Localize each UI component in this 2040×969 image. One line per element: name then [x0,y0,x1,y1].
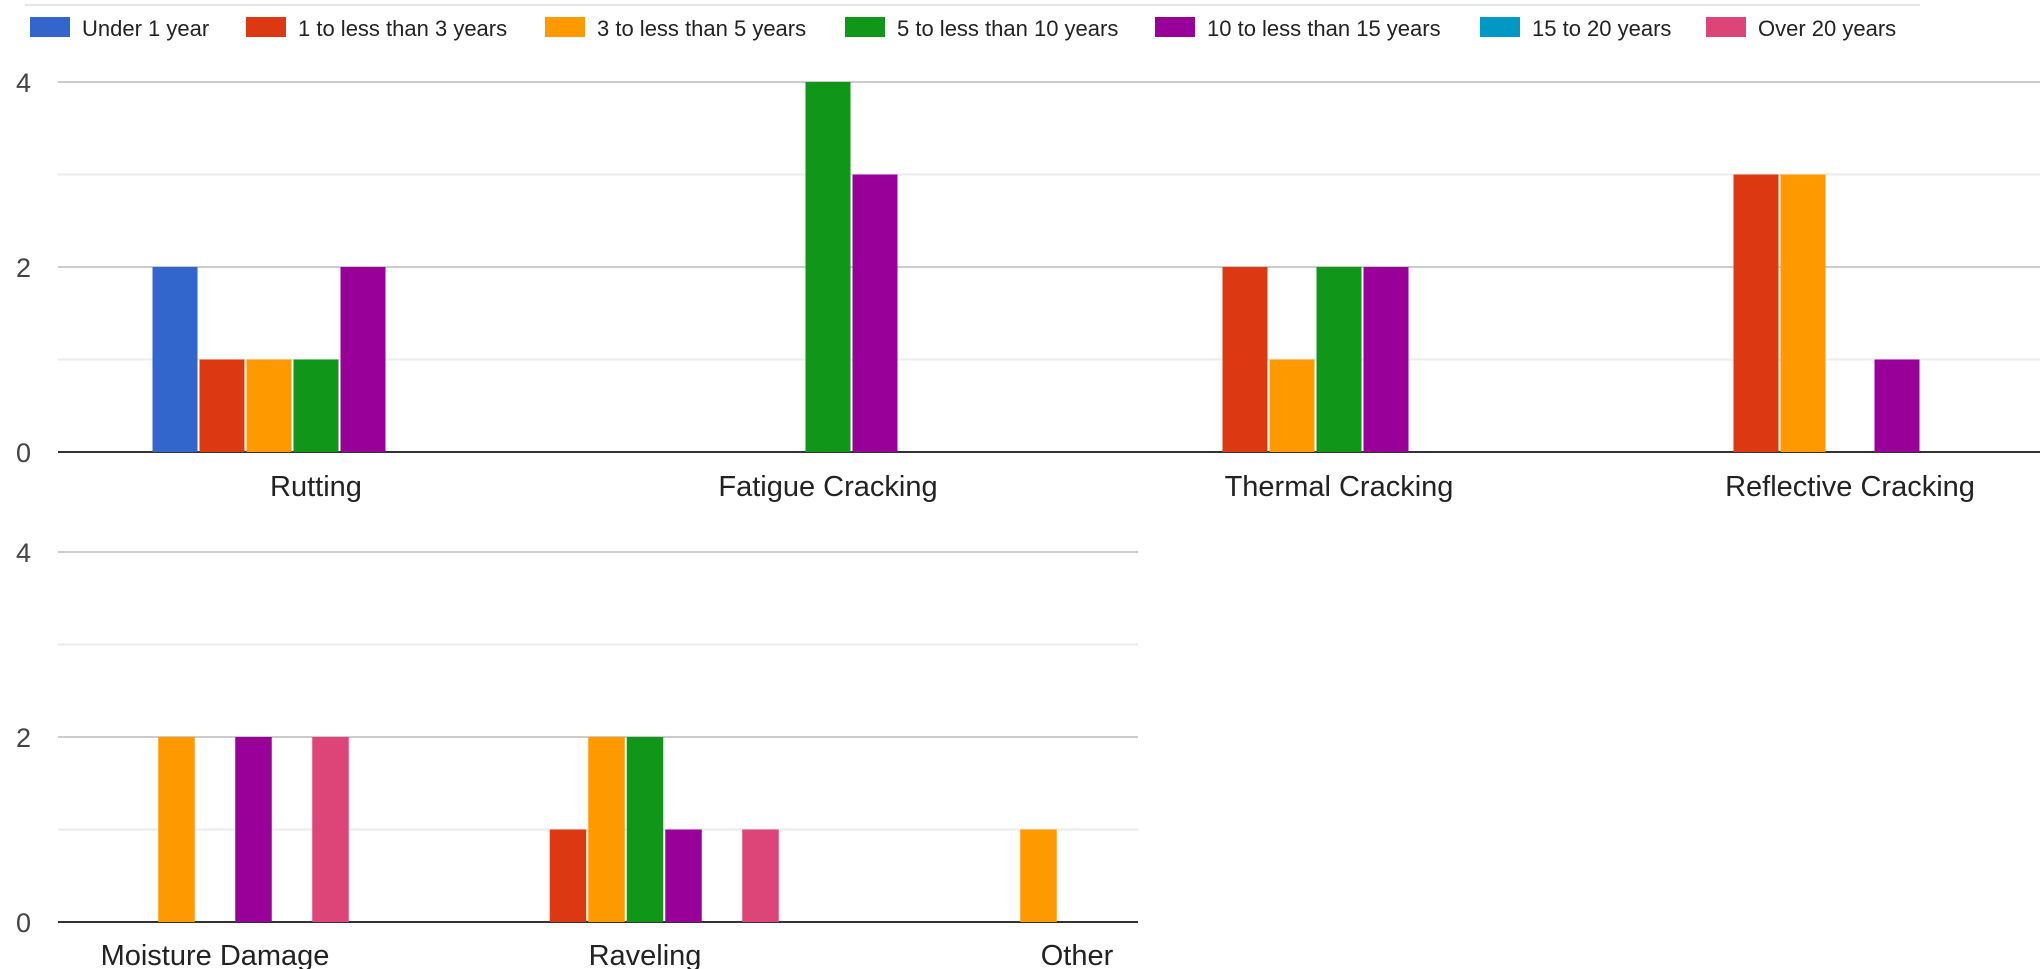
bar-raveling-1-to-less-than-3-years [549,829,587,922]
bar-thermal-cracking-10-to-less-than-15-years [1363,267,1409,452]
legend-label: 3 to less than 5 years [597,16,806,41]
legend-label: 10 to less than 15 years [1207,16,1441,41]
category-label-thermal-cracking: Thermal Cracking [1225,471,1454,503]
legend-swatch [30,17,70,37]
category-label-moisture-damage: Moisture Damage [101,940,330,969]
bar-reflective-cracking-10-to-less-than-15-years [1874,359,1920,452]
legend-swatch [246,17,286,37]
chart-legend: Under 1 year 1 to less than 3 years 3 to l… [30,16,1896,41]
legend-label: 1 to less than 3 years [298,16,507,41]
bar-other-3-to-less-than-5-years [1020,829,1057,922]
bar-rutting-1-to-less-than-3-years [199,359,245,452]
legend-item-under-1-year: Under 1 year [30,16,209,41]
category-label-fatigue-cracking: Fatigue Cracking [718,471,937,503]
bar-rutting-10-to-less-than-15-years [340,267,386,452]
legend-item-1-to-less-than-3-years: 1 to less than 3 years [246,16,507,41]
legend-label: Over 20 years [1758,16,1896,41]
bar-raveling-10-to-less-than-15-years [665,829,702,922]
chart-row-top: 0 2 4 Rutting Fatigue Cracking Thermal Cracki… [16,68,2040,503]
bar-fatigue-cracking-10-to-less-than-15-years [852,174,898,452]
category-label-rutting: Rutting [270,471,362,503]
y-tick-label: 4 [16,538,31,568]
category-label-raveling: Raveling [589,940,702,969]
bar-thermal-cracking-3-to-less-than-5-years [1269,359,1315,452]
bar-thermal-cracking-1-to-less-than-3-years [1222,267,1268,452]
legend-swatch [1706,17,1746,37]
bar-raveling-5-to-less-than-10-years [626,737,664,922]
legend-label: 15 to 20 years [1532,16,1671,41]
bar-moisture-damage-over-20-years [312,737,349,922]
legend-swatch [545,17,585,37]
legend-swatch [1155,17,1195,37]
category-label-other: Other [1041,940,1114,969]
bar-thermal-cracking-5-to-less-than-10-years [1316,267,1362,452]
legend-item-3-to-less-than-5-years: 3 to less than 5 years [545,16,806,41]
bar-moisture-damage-10-to-less-than-15-years [235,737,272,922]
bar-rutting-5-to-less-than-10-years [293,359,339,452]
y-tick-label: 2 [16,723,31,753]
y-tick-label: 0 [16,908,31,938]
y-tick-label: 2 [16,253,31,283]
legend-label: Under 1 year [82,16,209,41]
bar-moisture-damage-3-to-less-than-5-years [158,737,195,922]
bar-rutting-under-1-year [152,267,198,452]
bar-reflective-cracking-3-to-less-than-5-years [1780,174,1826,452]
bar-raveling-over-20-years [742,829,779,922]
y-tick-label: 4 [16,68,31,98]
legend-item-15-to-20-years: 15 to 20 years [1480,16,1671,41]
legend-swatch [1480,17,1520,37]
legend-item-over-20-years: Over 20 years [1706,16,1896,41]
bar-fatigue-cracking-5-to-less-than-10-years [805,82,851,452]
bar-reflective-cracking-1-to-less-than-3-years [1733,174,1779,452]
bar-raveling-3-to-less-than-5-years [588,737,625,922]
chart-row-bottom: 0 2 4 Moisture Damage Raveling Other [16,538,1138,969]
legend-label: 5 to less than 10 years [897,16,1118,41]
legend-swatch [845,17,885,37]
legend-item-5-to-less-than-10-years: 5 to less than 10 years [845,16,1118,41]
legend-item-10-to-less-than-15-years: 10 to less than 15 years [1155,16,1441,41]
bar-rutting-3-to-less-than-5-years [246,359,292,452]
category-label-reflective-cracking: Reflective Cracking [1725,471,1975,503]
y-tick-label: 0 [16,438,31,468]
